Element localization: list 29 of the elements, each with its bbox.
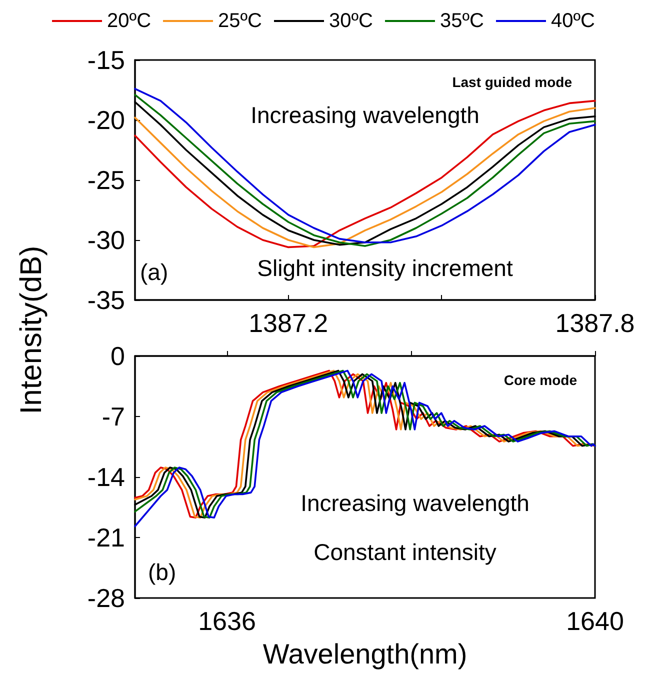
annotation: Increasing wavelength [250,102,480,128]
legend-label: 20ºC [107,10,152,32]
y-tick-label: -20 [87,105,125,135]
annotation: (b) [148,559,176,585]
y-tick-label: -7 [102,402,125,432]
x-tick-label: 1387.2 [248,308,328,338]
annotation: Constant intensity [314,539,497,565]
legend-label: 25ºC [218,10,262,32]
y-tick-label: -35 [87,285,125,315]
legend-label: 40ºC [550,10,595,32]
x-tick-label: 1387.8 [555,308,635,338]
y-tick-label: 0 [110,341,125,371]
x-axis-title: Wavelength(nm) [262,638,468,670]
y-tick-label: -14 [87,462,125,492]
y-tick-label: -25 [87,165,125,195]
x-tick-label: 1640 [566,606,624,636]
x-tick-label: 1636 [198,606,256,636]
annotation: Last guided mode [452,74,572,90]
y-tick-label: -21 [87,522,125,552]
y-tick-label: -28 [87,583,125,613]
annotation: Core mode [504,372,578,388]
annotation: Slight intensity increment [257,255,514,281]
annotation: Increasing wavelength [300,490,530,516]
y-tick-label: -30 [87,225,125,255]
annotation: (a) [140,259,168,285]
y-tick-label: -15 [87,45,125,75]
legend-label: 30ºC [329,10,374,32]
y-axis-title: Intensity(dB) [15,246,49,414]
legend-label: 35ºC [440,10,484,32]
